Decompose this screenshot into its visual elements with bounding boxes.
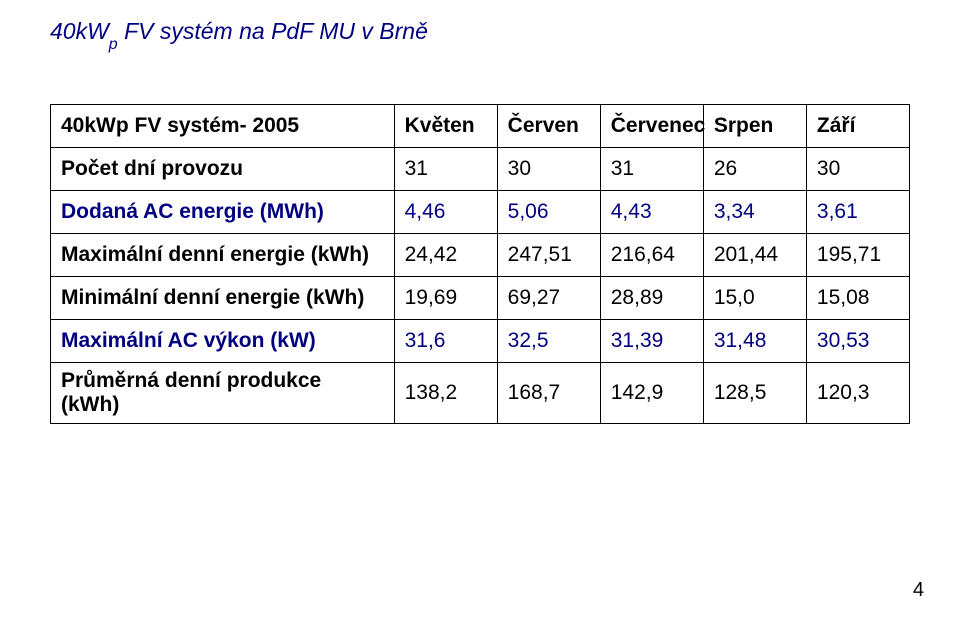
row-value-cell: 32,5 — [497, 319, 600, 362]
table-row: Počet dní provozu3130312630 — [51, 147, 910, 190]
title-prefix: 40kW — [50, 18, 109, 44]
row-value-cell: 3,61 — [806, 190, 909, 233]
table-body: Počet dní provozu3130312630Dodaná AC ene… — [51, 147, 910, 423]
row-label-cell: Maximální denní energie (kWh) — [51, 233, 395, 276]
row-value-cell: 216,64 — [600, 233, 703, 276]
row-label-cell: Průměrná denní produkce (kWh) — [51, 362, 395, 423]
title-rest: FV systém na PdF MU v Brně — [118, 18, 428, 44]
header-month-cell: Červenec — [600, 104, 703, 147]
row-value-cell: 24,42 — [394, 233, 497, 276]
header-month-cell: Květen — [394, 104, 497, 147]
title-subscript: p — [109, 36, 118, 53]
row-value-cell: 138,2 — [394, 362, 497, 423]
row-label-cell: Maximální AC výkon (kW) — [51, 319, 395, 362]
header-month-cell: Září — [806, 104, 909, 147]
row-label-cell: Počet dní provozu — [51, 147, 395, 190]
header-month-cell: Srpen — [703, 104, 806, 147]
table-row: Maximální denní energie (kWh)24,42247,51… — [51, 233, 910, 276]
header-month-cell: Červen — [497, 104, 600, 147]
row-value-cell: 4,46 — [394, 190, 497, 233]
row-value-cell: 5,06 — [497, 190, 600, 233]
row-value-cell: 31 — [600, 147, 703, 190]
page-title: 40kWp FV systém na PdF MU v Brně — [50, 18, 910, 50]
row-value-cell: 15,0 — [703, 276, 806, 319]
row-value-cell: 69,27 — [497, 276, 600, 319]
table-header-row: 40kWp FV systém- 2005 Květen Červen Červ… — [51, 104, 910, 147]
document-page: 40kWp FV systém na PdF MU v Brně 40kWp F… — [0, 0, 960, 620]
data-table: 40kWp FV systém- 2005 Květen Červen Červ… — [50, 104, 910, 424]
row-value-cell: 247,51 — [497, 233, 600, 276]
row-value-cell: 142,9 — [600, 362, 703, 423]
page-number: 4 — [913, 579, 924, 602]
row-value-cell: 3,34 — [703, 190, 806, 233]
header-label-cell: 40kWp FV systém- 2005 — [51, 104, 395, 147]
row-value-cell: 201,44 — [703, 233, 806, 276]
table-row: Dodaná AC energie (MWh)4,465,064,433,343… — [51, 190, 910, 233]
row-value-cell: 31,39 — [600, 319, 703, 362]
row-value-cell: 30 — [497, 147, 600, 190]
row-value-cell: 31,6 — [394, 319, 497, 362]
row-value-cell: 30,53 — [806, 319, 909, 362]
row-value-cell: 30 — [806, 147, 909, 190]
row-value-cell: 28,89 — [600, 276, 703, 319]
row-value-cell: 31 — [394, 147, 497, 190]
table-row: Maximální AC výkon (kW)31,632,531,3931,4… — [51, 319, 910, 362]
row-value-cell: 128,5 — [703, 362, 806, 423]
row-value-cell: 120,3 — [806, 362, 909, 423]
row-value-cell: 19,69 — [394, 276, 497, 319]
row-value-cell: 26 — [703, 147, 806, 190]
row-value-cell: 195,71 — [806, 233, 909, 276]
table-row: Průměrná denní produkce (kWh)138,2168,71… — [51, 362, 910, 423]
row-value-cell: 31,48 — [703, 319, 806, 362]
row-value-cell: 15,08 — [806, 276, 909, 319]
table-row: Minimální denní energie (kWh)19,6969,272… — [51, 276, 910, 319]
row-label-cell: Dodaná AC energie (MWh) — [51, 190, 395, 233]
row-value-cell: 4,43 — [600, 190, 703, 233]
row-value-cell: 168,7 — [497, 362, 600, 423]
row-label-cell: Minimální denní energie (kWh) — [51, 276, 395, 319]
